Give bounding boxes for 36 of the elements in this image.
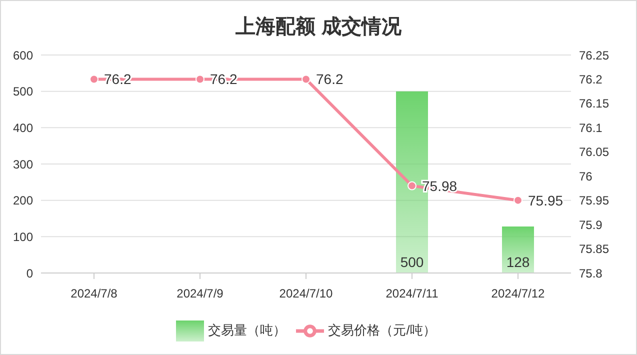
- y2-tick-label: 75.95: [579, 194, 610, 208]
- data-label: 76.2: [210, 71, 238, 88]
- x-tick-label: 2024/7/10: [279, 286, 334, 301]
- data-label: 128: [506, 254, 530, 270]
- y2-tick-label: 75.9: [579, 218, 603, 232]
- y2-tick-label: 76.2: [579, 72, 603, 86]
- data-label: 500: [400, 254, 424, 270]
- y-tick-label: 600: [12, 48, 34, 62]
- point: [408, 181, 416, 190]
- chart-title: 上海配额 成交情况: [234, 14, 402, 40]
- y2-tick-label: 75.85: [579, 242, 610, 256]
- y2-tick-label: 75.8: [579, 266, 603, 280]
- x-tick-label: 2024/7/11: [386, 286, 439, 301]
- data-label: 76.2: [316, 71, 344, 88]
- y-tick-label: 400: [12, 120, 34, 135]
- point: [514, 196, 522, 205]
- y-tick-label: 500: [12, 84, 34, 99]
- y-tick-label: 100: [12, 230, 34, 244]
- data-label: 76.2: [104, 71, 132, 88]
- y2-tick-label: 76.25: [579, 48, 610, 62]
- y2-tick-label: 76: [579, 169, 593, 184]
- y-tick-label: 0: [26, 266, 34, 280]
- x-tick-label: 2024/7/8: [70, 286, 118, 301]
- legend-label: 交易量（吨）: [208, 322, 286, 338]
- legend-label: 交易价格（元/吨）: [328, 322, 436, 338]
- point: [302, 74, 310, 84]
- y-tick-label: 200: [12, 194, 34, 208]
- y2-tick-label: 76.05: [579, 145, 610, 160]
- point: [196, 74, 204, 84]
- y-tick-label: 300: [12, 157, 34, 172]
- y2-tick-label: 76.1: [579, 120, 603, 135]
- x-tick-label: 2024/7/9: [176, 286, 224, 301]
- y2-tick-label: 76.15: [579, 96, 610, 111]
- data-label: 75.95: [528, 192, 564, 208]
- point: [90, 74, 98, 84]
- x-tick-label: 2024/7/12: [491, 286, 546, 301]
